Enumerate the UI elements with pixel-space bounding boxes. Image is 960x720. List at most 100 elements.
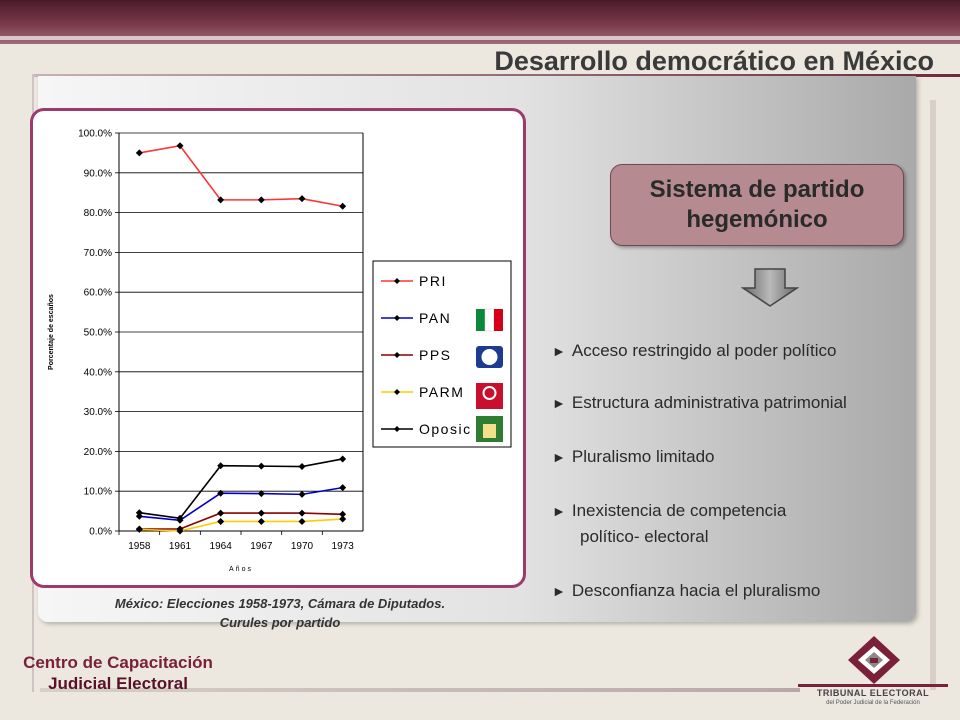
x-tick-label: 1964	[210, 541, 233, 552]
legend-marker	[394, 389, 400, 395]
chart-caption: México: Elecciones 1958-1973, Cámara de …	[60, 594, 500, 632]
series-line-pan	[139, 486, 343, 522]
caption-line-2: Curules por partido	[219, 615, 341, 630]
bullet-text: Desconfianza hacia el pluralismo	[571, 581, 821, 600]
bullet-text: Pluralismo limitado	[571, 447, 715, 466]
data-point-marker	[176, 527, 184, 535]
legend-marker	[394, 426, 400, 432]
legend-marker	[394, 315, 400, 321]
y-tick-label: 90.0%	[84, 168, 112, 179]
series-line-pri	[139, 144, 343, 208]
bullet-item: ► Estructura administrativa patrimonial	[552, 390, 847, 416]
pri-logo-stripe-green	[476, 309, 485, 331]
bullet-text-continued: político- electoral	[580, 527, 709, 546]
bullet-item: ► Pluralismo limitado	[552, 444, 715, 470]
x-axis-title: Años	[229, 566, 253, 573]
data-point-marker	[217, 489, 225, 497]
series-line-parm	[139, 518, 343, 532]
heading-box: Sistema de partido hegemónico	[610, 164, 904, 246]
data-point-marker	[339, 510, 347, 518]
parm-logo-mark	[483, 424, 496, 438]
bullet-item: ► Inexistencia de competencia político- e…	[552, 498, 786, 550]
y-axis-title: Porcentaje de escaños	[48, 294, 55, 370]
data-point-marker	[135, 509, 143, 517]
seats-line-chart: 0.0% 10.0% 20.0% 30.0% 40.0% 50.0% 60.0% 70.0% 8…	[48, 129, 512, 573]
data-point-marker	[298, 490, 306, 498]
data-point-marker	[217, 462, 225, 470]
data-point-marker	[257, 196, 265, 204]
heading-line-2: hegemónico	[686, 206, 828, 233]
bottom-shadow	[40, 688, 800, 692]
data-point-marker	[217, 517, 225, 525]
logo-subtitle: del Poder Judicial de la Federación	[826, 700, 920, 706]
bullet-item: ► Acceso restringido al poder político	[552, 338, 836, 364]
data-point-marker	[339, 455, 347, 463]
data-point-marker	[298, 195, 306, 203]
data-point-marker	[257, 490, 265, 498]
chart-frame: 0.0% 10.0% 20.0% 30.0% 40.0% 50.0% 60.0% 70.0% 8…	[30, 108, 526, 588]
data-point-marker	[217, 509, 225, 517]
bullet-arrow-icon: ►	[552, 343, 566, 359]
y-tick-label: 0.0%	[89, 527, 112, 538]
data-point-marker	[257, 509, 265, 517]
x-tick-label: 1961	[169, 541, 192, 552]
data-point-marker	[176, 142, 184, 150]
data-point-marker	[339, 202, 347, 210]
page-title: Desarrollo democrático en México	[494, 46, 934, 76]
legend-label: PARM	[419, 384, 464, 400]
data-point-marker	[217, 196, 225, 204]
y-tick-label: 30.0%	[84, 407, 112, 418]
data-point-marker	[339, 484, 347, 492]
y-tick-label: 10.0%	[84, 487, 112, 498]
pan-logo-circle	[481, 349, 498, 365]
legend-label: Oposic	[419, 421, 472, 437]
down-arrow-icon	[741, 268, 799, 307]
data-point-marker	[257, 462, 265, 470]
y-tick-label: 50.0%	[84, 328, 112, 339]
legend-label: PPS	[419, 347, 452, 363]
y-tick-label: 80.0%	[84, 208, 112, 219]
title-rule	[32, 74, 960, 77]
bullet-text: Estructura administrativa patrimonial	[571, 393, 847, 412]
legend-marker	[394, 352, 400, 358]
legend-marker	[394, 278, 400, 284]
side-shadow	[930, 100, 936, 690]
data-point-marker	[135, 525, 143, 533]
series-line-oposic	[139, 458, 343, 520]
caption-line-1: México: Elecciones 1958-1973, Cámara de …	[114, 596, 446, 611]
bullet-text: Acceso restringido al poder político	[571, 341, 837, 360]
heading-line-1: Sistema de partido	[649, 176, 865, 203]
bullet-item: ► Desconfianza hacia el pluralismo	[552, 578, 820, 604]
top-band	[0, 0, 960, 44]
data-point-marker	[135, 512, 143, 520]
pri-logo-stripe-red	[494, 309, 503, 331]
x-tick-label: 1967	[250, 541, 273, 552]
data-point-marker	[135, 149, 143, 157]
y-tick-label: 60.0%	[84, 288, 112, 299]
pps-logo-mark	[482, 386, 497, 400]
bullet-arrow-icon: ►	[552, 449, 566, 465]
tribunal-electoral-logo: TRIBUNAL ELECTORAL del Poder Judicial de…	[798, 632, 948, 718]
legend-label: PAN	[419, 310, 451, 326]
tribunal-electoral-logo-icon	[798, 636, 948, 687]
bullet-arrow-icon: ►	[552, 395, 566, 411]
y-tick-label: 70.0%	[84, 248, 112, 259]
bullet-text: Inexistencia de competencia	[571, 501, 787, 520]
bullet-arrow-icon: ►	[552, 503, 566, 519]
x-tick-label: 1958	[128, 541, 151, 552]
legend-label: PRI	[419, 273, 447, 289]
series-line-pps	[139, 512, 343, 530]
footer-line-2: Judicial Electoral	[48, 674, 188, 693]
bullet-arrow-icon: ►	[552, 583, 566, 599]
footer-line-1: Centro de Capacitación	[23, 653, 213, 672]
data-point-marker	[339, 515, 347, 523]
data-point-marker	[298, 463, 306, 471]
data-point-marker	[176, 514, 184, 522]
footer-center-name: Centro de Capacitación Judicial Electora…	[8, 652, 228, 694]
data-point-marker	[298, 517, 306, 525]
x-tick-label: 1970	[291, 541, 314, 552]
data-point-marker	[257, 517, 265, 525]
x-tick-label: 1973	[332, 541, 355, 552]
data-point-marker	[298, 509, 306, 517]
pri-logo-stripe-white	[484, 308, 495, 332]
